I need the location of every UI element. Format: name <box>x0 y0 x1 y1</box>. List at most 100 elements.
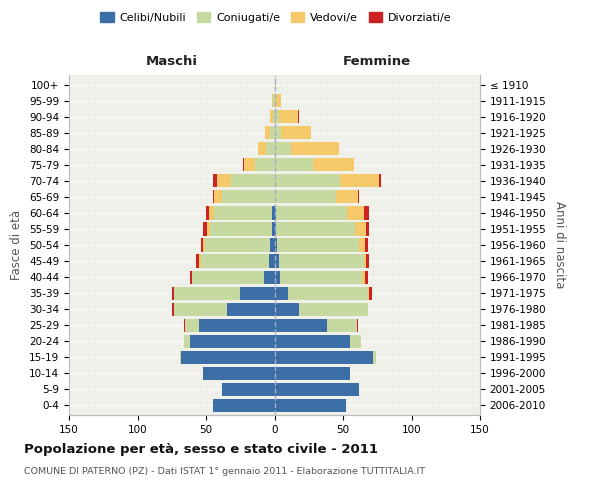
Bar <box>180 350 181 364</box>
Bar <box>199 254 200 268</box>
Legend: Celibi/Nubili, Coniugati/e, Vedovi/e, Divorziati/e: Celibi/Nubili, Coniugati/e, Vedovi/e, Di… <box>96 8 456 28</box>
Bar <box>275 190 336 203</box>
Bar <box>209 206 214 220</box>
Bar <box>213 190 214 203</box>
Bar <box>175 302 227 316</box>
Text: COMUNE DI PATERNO (PZ) - Dati ISTAT 1° gennaio 2011 - Elaborazione TUTTITALIA.IT: COMUNE DI PATERNO (PZ) - Dati ISTAT 1° g… <box>24 468 425 476</box>
Y-axis label: Fasce di età: Fasce di età <box>10 210 23 280</box>
Bar <box>271 126 275 140</box>
Bar <box>184 318 185 332</box>
Bar <box>373 350 376 364</box>
Bar <box>206 206 209 220</box>
Bar <box>184 334 190 348</box>
Bar <box>336 190 358 203</box>
Bar <box>185 318 199 332</box>
Bar <box>313 158 354 172</box>
Bar <box>326 318 356 332</box>
Bar <box>369 286 372 300</box>
Bar <box>291 142 339 156</box>
Bar <box>364 254 366 268</box>
Text: Femmine: Femmine <box>343 55 412 68</box>
Bar <box>258 142 266 156</box>
Bar <box>213 399 275 412</box>
Bar <box>240 286 275 300</box>
Bar <box>273 94 275 107</box>
Bar <box>272 206 275 220</box>
Bar <box>172 286 175 300</box>
Bar <box>275 158 313 172</box>
Bar <box>275 383 359 396</box>
Bar <box>275 399 346 412</box>
Bar <box>275 94 276 107</box>
Bar <box>275 110 278 124</box>
Bar <box>181 350 275 364</box>
Bar <box>350 334 361 348</box>
Bar <box>210 222 272 235</box>
Bar <box>281 126 311 140</box>
Bar <box>277 238 359 252</box>
Y-axis label: Anni di nascita: Anni di nascita <box>553 202 566 288</box>
Bar <box>362 270 365 283</box>
Bar <box>365 270 368 283</box>
Bar <box>359 238 365 252</box>
Bar <box>200 238 203 252</box>
Bar <box>217 174 230 188</box>
Bar <box>347 206 364 220</box>
Bar <box>203 366 275 380</box>
Bar <box>275 286 288 300</box>
Bar <box>223 190 275 203</box>
Bar <box>276 94 281 107</box>
Bar <box>278 110 298 124</box>
Bar <box>288 286 368 300</box>
Text: Maschi: Maschi <box>146 55 198 68</box>
Bar <box>227 302 275 316</box>
Bar <box>276 222 355 235</box>
Bar <box>276 206 347 220</box>
Bar <box>196 254 199 268</box>
Bar <box>358 190 359 203</box>
Bar <box>208 222 210 235</box>
Bar <box>223 383 275 396</box>
Bar <box>278 254 364 268</box>
Bar <box>379 174 382 188</box>
Bar <box>214 206 272 220</box>
Bar <box>172 302 175 316</box>
Bar <box>275 254 278 268</box>
Bar <box>340 174 379 188</box>
Bar <box>355 222 366 235</box>
Bar <box>190 334 275 348</box>
Bar <box>364 206 369 220</box>
Bar <box>280 270 362 283</box>
Bar <box>256 158 275 172</box>
Bar <box>265 126 271 140</box>
Bar <box>200 254 269 268</box>
Bar <box>275 366 350 380</box>
Bar <box>275 174 340 188</box>
Bar <box>275 206 276 220</box>
Bar <box>272 94 273 107</box>
Bar <box>275 222 276 235</box>
Bar <box>244 158 256 172</box>
Bar <box>203 238 205 252</box>
Bar <box>368 286 369 300</box>
Bar <box>190 270 193 283</box>
Bar <box>275 318 326 332</box>
Bar <box>275 302 299 316</box>
Bar <box>366 254 369 268</box>
Bar <box>272 222 275 235</box>
Bar <box>271 238 275 252</box>
Bar <box>275 126 281 140</box>
Bar <box>275 142 291 156</box>
Bar <box>263 270 275 283</box>
Bar <box>356 318 358 332</box>
Bar <box>271 110 273 124</box>
Bar <box>266 142 275 156</box>
Bar <box>298 110 299 124</box>
Bar <box>275 334 350 348</box>
Bar <box>193 270 263 283</box>
Bar <box>275 238 277 252</box>
Text: Popolazione per età, sesso e stato civile - 2011: Popolazione per età, sesso e stato civil… <box>24 442 378 456</box>
Bar <box>275 350 373 364</box>
Bar <box>214 190 223 203</box>
Bar <box>199 318 275 332</box>
